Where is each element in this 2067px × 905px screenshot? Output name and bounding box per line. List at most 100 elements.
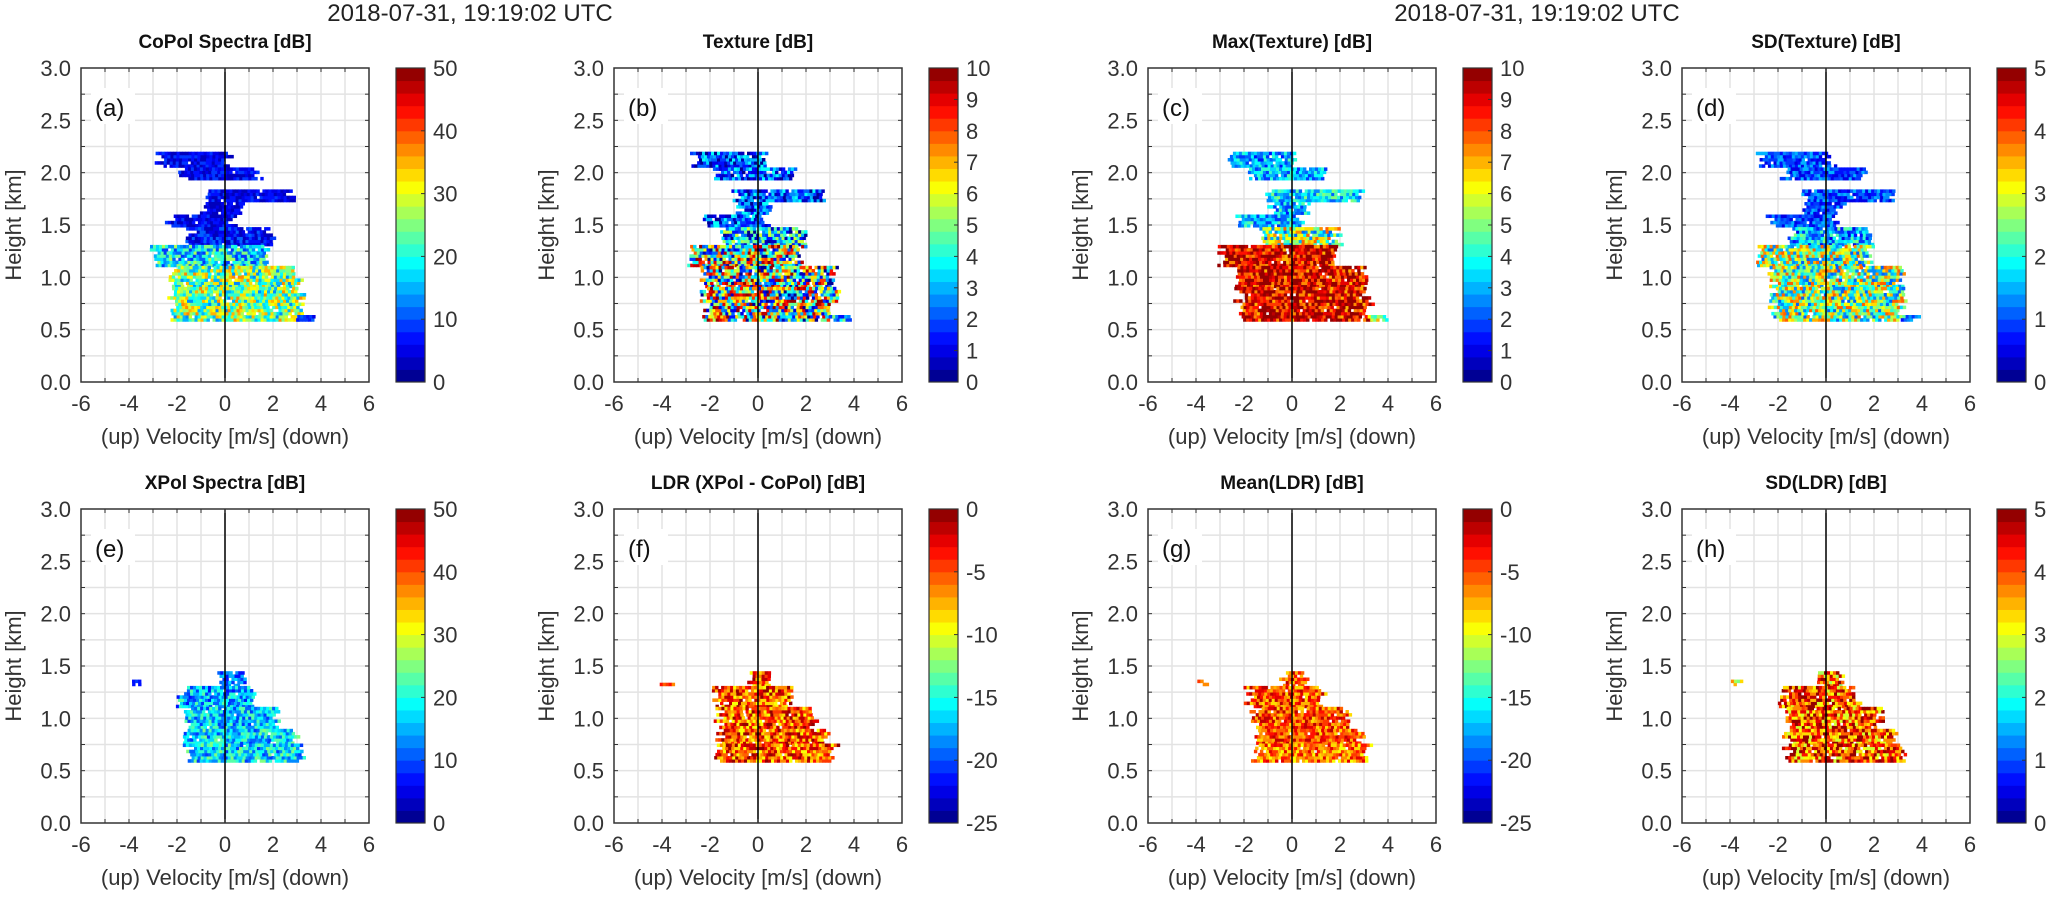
heatmap-cell — [768, 244, 772, 249]
heatmap-cell — [826, 265, 830, 270]
heatmap-cell — [200, 154, 204, 159]
heatmap-cell — [730, 293, 734, 297]
heatmap-cell — [262, 302, 266, 307]
heatmap-cell — [237, 254, 242, 258]
heatmap-cell — [1300, 248, 1305, 252]
heatmap-cell — [239, 176, 243, 181]
x-axis-label: (up) Velocity [m/s] (down) — [101, 424, 349, 449]
heatmap-cell — [742, 308, 746, 313]
heatmap-cell — [1354, 272, 1359, 276]
heatmap-cell — [191, 263, 195, 268]
heatmap-cell — [1238, 311, 1243, 316]
heatmap-cell — [1287, 161, 1291, 165]
heatmap-cell — [1297, 248, 1302, 252]
heatmap-cell — [1332, 299, 1336, 303]
heatmap-cell — [745, 269, 750, 273]
colorbar-tick-label: 7 — [966, 150, 978, 175]
heatmap-cell — [775, 265, 779, 270]
heatmap-cell — [176, 293, 181, 297]
heatmap-cell — [1321, 167, 1325, 171]
heatmap-cell — [726, 315, 730, 319]
heatmap-cell — [272, 305, 276, 310]
heatmap-cell — [249, 192, 254, 197]
heatmap-cell — [1324, 233, 1328, 237]
heatmap-cell — [1239, 278, 1243, 282]
heatmap-cell — [765, 263, 769, 268]
heatmap-cell — [811, 318, 816, 322]
heatmap-cell — [197, 242, 202, 247]
heatmap-cell — [163, 257, 167, 261]
heatmap-cell — [741, 251, 746, 255]
heatmap-cell — [236, 315, 240, 319]
heatmap-cell — [1285, 269, 1289, 273]
heatmap-cell — [1270, 164, 1274, 168]
heatmap-cell — [1283, 230, 1287, 234]
heatmap-cell — [1355, 275, 1360, 279]
heatmap-cell — [1325, 239, 1330, 244]
heatmap-cell — [1341, 198, 1345, 203]
heatmap-cell — [220, 260, 224, 265]
heatmap-cell — [757, 265, 761, 270]
heatmap-cell — [1292, 315, 1296, 319]
heatmap-cell — [1330, 269, 1334, 273]
heatmap-cell — [222, 227, 226, 231]
heatmap-cell — [808, 308, 812, 313]
heatmap-cell — [1338, 198, 1342, 203]
heatmap-cell — [289, 195, 293, 200]
heatmap-cell — [1304, 170, 1309, 175]
heatmap-cell — [735, 315, 739, 319]
heatmap-cell — [241, 260, 245, 265]
heatmap-cell — [1274, 202, 1278, 206]
heatmap-cell — [192, 224, 196, 228]
heatmap-cell — [1295, 242, 1299, 247]
heatmap-cell — [168, 254, 173, 258]
colorbar-segment — [929, 369, 958, 383]
heatmap-cell — [751, 170, 755, 175]
heatmap-cell — [1283, 311, 1288, 316]
heatmap-cell — [168, 278, 172, 282]
heatmap-cell — [218, 214, 223, 219]
heatmap-cell — [1259, 284, 1263, 289]
heatmap-cell — [1266, 198, 1270, 203]
colorbar-segment — [929, 268, 958, 283]
heatmap-cell — [213, 208, 217, 212]
heatmap-cell — [159, 244, 163, 249]
heatmap-cell — [1348, 269, 1352, 273]
heatmap-cell — [267, 265, 271, 270]
heatmap-cell — [218, 233, 222, 237]
heatmap-cell — [240, 254, 245, 258]
heatmap-cell — [1276, 236, 1280, 241]
heatmap-cell — [748, 293, 752, 297]
heatmap-cell — [239, 233, 243, 237]
heatmap-cell — [277, 195, 281, 200]
heatmap-cell — [1329, 198, 1333, 203]
heatmap-cell — [739, 164, 743, 168]
heatmap-cell — [1319, 275, 1324, 279]
heatmap-cell — [743, 220, 747, 225]
heatmap-cell — [1281, 278, 1285, 282]
heatmap-cell — [790, 293, 794, 297]
heatmap-cell — [798, 278, 803, 282]
heatmap-cell — [169, 164, 173, 168]
heatmap-cell — [1281, 299, 1285, 303]
heatmap-cell — [270, 278, 274, 282]
heatmap-cell — [258, 269, 262, 273]
heatmap-cell — [214, 202, 218, 206]
heatmap-cell — [753, 208, 757, 212]
heatmap-cell — [278, 315, 282, 319]
heatmap-cell — [1273, 248, 1278, 252]
heatmap-cell — [1232, 151, 1237, 156]
heatmap-cell — [769, 305, 773, 310]
heatmap-cell — [277, 299, 281, 303]
x-tick-label: -2 — [167, 391, 187, 416]
heatmap-cell — [1311, 302, 1315, 307]
heatmap-cell — [812, 302, 816, 307]
heatmap-cell — [804, 233, 808, 237]
heatmap-cell — [778, 293, 782, 297]
heatmap-cell — [291, 284, 296, 289]
heatmap-cell — [741, 158, 745, 162]
heatmap-cell — [780, 278, 785, 282]
heatmap-cell — [176, 281, 181, 286]
heatmap-cell — [1256, 220, 1260, 225]
heatmap-cell — [1321, 176, 1325, 181]
